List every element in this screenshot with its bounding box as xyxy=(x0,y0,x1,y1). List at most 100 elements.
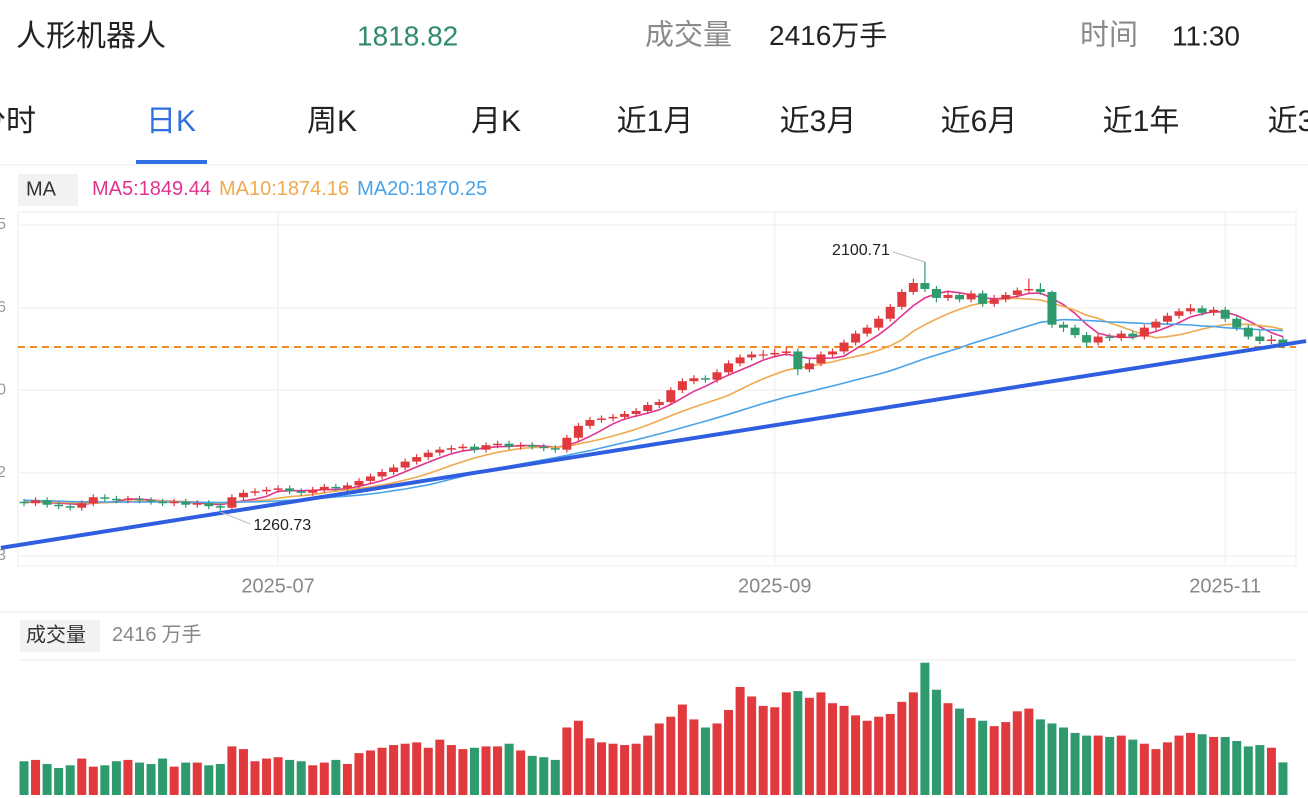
volume-bar xyxy=(620,745,630,795)
candle-body xyxy=(100,497,110,499)
candle-body xyxy=(42,500,52,505)
candle-body xyxy=(527,445,537,447)
candle-body xyxy=(620,413,630,417)
tab[interactable]: 近1月 xyxy=(617,105,694,138)
volume-bar xyxy=(215,763,225,795)
candle-body xyxy=(262,489,272,492)
volume-bar xyxy=(851,715,861,795)
legend-name: MA10 xyxy=(219,178,271,200)
volume-unit: 万手 xyxy=(831,20,887,51)
candle-body xyxy=(1266,339,1276,342)
high-annotation: 2100.71 xyxy=(832,242,890,259)
trend-line xyxy=(0,339,1307,550)
volume-bar xyxy=(319,762,329,795)
candle-body xyxy=(435,449,445,453)
volume-bar xyxy=(735,687,745,795)
volume-bar xyxy=(111,761,121,795)
volume-bar xyxy=(1162,742,1172,795)
candle-body xyxy=(793,351,803,370)
tab-underline xyxy=(136,160,207,164)
ma-legend: MA5:1849.44 MA10:1874.16 MA20:1870.25 xyxy=(92,178,487,200)
volume-bar xyxy=(19,761,29,795)
candle-body xyxy=(851,333,861,343)
stock-name: 人形机器人 xyxy=(16,20,166,53)
candle-body xyxy=(631,410,641,414)
candle-body xyxy=(389,467,399,472)
candle-body xyxy=(458,446,468,449)
candle-body xyxy=(908,283,918,292)
volume-bar xyxy=(966,718,976,795)
volume-bar xyxy=(1220,736,1230,795)
legend-separator: : xyxy=(133,178,139,200)
volume-bar xyxy=(262,758,272,795)
tab[interactable]: 分时 xyxy=(0,105,36,138)
volume-bar xyxy=(677,704,687,795)
volume-bar xyxy=(135,762,144,795)
volume-chart-title: 成交量 xyxy=(26,623,86,646)
candle-body xyxy=(1162,315,1172,322)
volume-bar xyxy=(1070,732,1080,795)
volume-bar xyxy=(77,758,87,795)
volume-bar xyxy=(204,765,214,795)
x-tick-label: 2025-09 xyxy=(738,575,811,597)
candle-body xyxy=(758,354,768,356)
candle-body xyxy=(943,294,953,298)
candle-body xyxy=(331,486,341,489)
legend-separator: : xyxy=(271,178,277,200)
volume-bar xyxy=(562,727,572,795)
tab[interactable]: 周K xyxy=(307,105,357,138)
candle-body xyxy=(689,378,699,382)
candle-body xyxy=(285,488,295,492)
tab[interactable]: 日K xyxy=(146,105,196,138)
tab[interactable]: 近3年 xyxy=(1268,105,1308,138)
legend-name: MA5 xyxy=(92,178,133,200)
candle-body xyxy=(366,476,375,481)
tab[interactable]: 近6月 xyxy=(941,105,1018,138)
volume-bar xyxy=(1278,762,1288,795)
volume-bar xyxy=(88,766,98,795)
ma-box xyxy=(18,174,78,206)
time-label: 时间 xyxy=(1080,19,1138,52)
candle-body xyxy=(712,372,722,380)
candle-body xyxy=(1001,294,1011,300)
candle-body xyxy=(643,405,653,411)
volume-bar xyxy=(123,759,133,795)
volume-bar xyxy=(631,743,641,795)
volume-bar xyxy=(527,755,537,795)
candle-body xyxy=(654,402,664,406)
candle-body xyxy=(1059,324,1068,328)
candle-body xyxy=(1024,288,1034,291)
volume-bar xyxy=(654,723,664,795)
candle-body xyxy=(31,500,41,504)
volume-bar xyxy=(54,768,64,795)
volume-bar xyxy=(1243,746,1253,795)
candle-body xyxy=(1128,333,1138,337)
volume-bar xyxy=(920,662,930,795)
volume-bar xyxy=(1116,735,1126,795)
candle-body xyxy=(562,437,572,450)
volume-bar xyxy=(943,703,953,795)
candle-body xyxy=(897,291,907,307)
candle-body xyxy=(319,486,329,490)
volume-bar xyxy=(1128,739,1138,795)
volume-bar xyxy=(423,747,433,795)
volume-legend: 2416 万手 xyxy=(112,623,202,646)
volume-bar xyxy=(550,759,560,795)
volume-bar xyxy=(793,691,803,795)
candle-body xyxy=(585,419,595,426)
volume-bar xyxy=(897,701,907,795)
candle-body xyxy=(978,293,988,304)
volume-bar xyxy=(666,716,676,795)
tab[interactable]: 近1年 xyxy=(1103,105,1180,138)
volume-bar xyxy=(931,689,941,795)
candle-body xyxy=(1232,318,1242,328)
volume-bar xyxy=(1105,736,1115,795)
candle-body xyxy=(1197,308,1207,313)
tab[interactable]: 近3月 xyxy=(780,105,857,138)
volume-bar xyxy=(192,762,202,795)
volume-bar xyxy=(493,746,503,795)
candle-body xyxy=(955,294,965,300)
tab[interactable]: 月K xyxy=(471,105,521,138)
